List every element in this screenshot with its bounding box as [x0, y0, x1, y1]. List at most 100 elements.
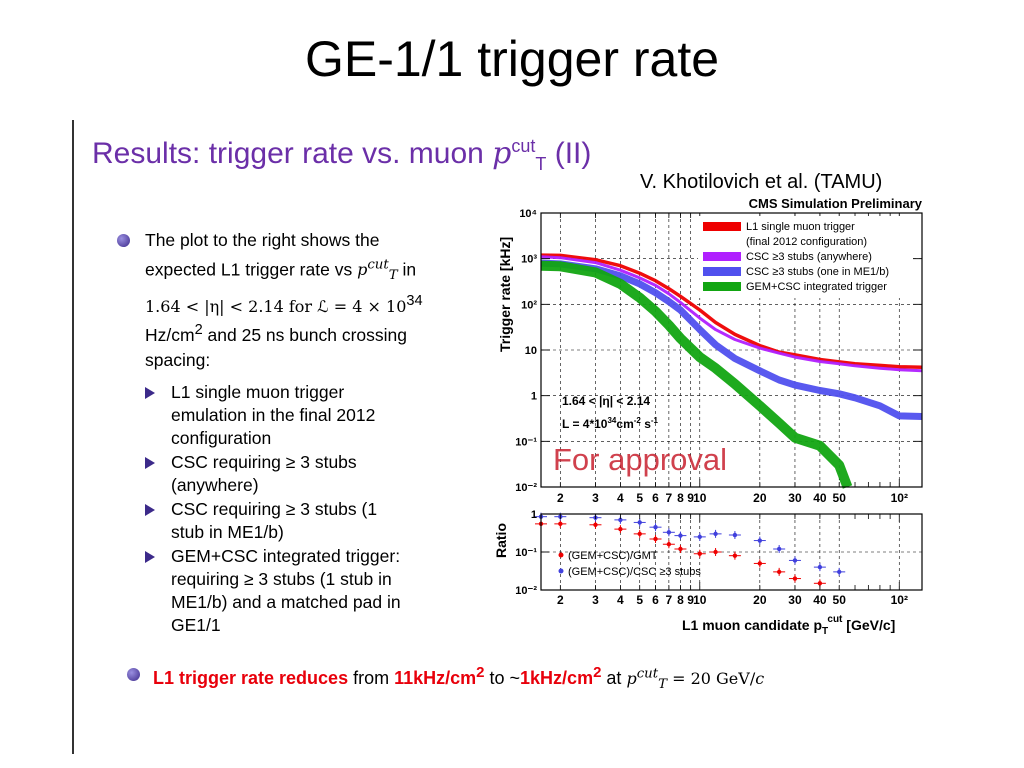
lumi-sup2: -2 — [634, 416, 642, 425]
ratio-point — [792, 558, 798, 563]
subtitle-sub: T — [535, 154, 547, 174]
x-tick-label: 5 — [636, 491, 643, 505]
legend-label-csc-me1b: CSC ≥3 stubs (one in ME1/b) — [746, 266, 889, 278]
vertical-divider — [72, 120, 74, 754]
ratio-y-tick-label: 10⁻² — [515, 585, 537, 597]
ratio-point — [757, 538, 763, 543]
x-axis-label-unit: [GeV/c] — [842, 617, 895, 633]
main-bullet: The plot to the right shows the expected… — [117, 228, 462, 373]
eta-range: 1.64 < |η| < 2.14 for ℒ = 4 × 10 — [145, 296, 407, 316]
subtitle-suffix: (II) — [546, 137, 592, 170]
ratio-point — [817, 581, 823, 586]
sub-bullet-line: L1 single muon trigger — [171, 382, 345, 403]
x-tick-label: 9 — [687, 491, 694, 505]
series-line — [540, 259, 923, 420]
x-tick-label: 50 — [833, 491, 847, 505]
ratio-point — [653, 536, 658, 542]
chart-frame — [540, 212, 923, 591]
ratio-legend-marker-csc — [558, 568, 564, 574]
x-tick-label: 8 — [677, 491, 684, 505]
x-tick-label: 30 — [788, 491, 802, 505]
sub-bullet-line: ME1/b) and a matched pad in — [171, 592, 401, 613]
ptcut-sup: cut — [636, 666, 659, 682]
ratio-point — [817, 564, 823, 570]
x-tick-label: 40 — [813, 491, 827, 505]
sub-bullet-line: requiring ≥ 3 stubs (1 stub in — [171, 569, 392, 590]
legend-label-gem: GEM+CSC integrated trigger — [746, 281, 887, 293]
lumi-sup3: -1 — [651, 416, 659, 425]
ratio-point — [697, 534, 702, 540]
speed-of-light: c — [755, 669, 765, 688]
y-axis-label: Trigger rate [kHz] — [497, 237, 513, 352]
sub-bullet-line: (anywhere) — [171, 475, 259, 496]
threshold-value: = 20 GeV/ — [666, 669, 756, 688]
ratio-point — [666, 542, 672, 547]
x-tick-label: 3 — [592, 491, 599, 505]
bullet-text: expected L1 trigger rate vs — [145, 259, 358, 280]
sub-bullet-line: configuration — [171, 428, 272, 449]
ratio-x-tick-label: 10 — [693, 593, 707, 607]
lumi-c: s — [641, 417, 651, 431]
rate-after: 1kHz/cm — [520, 668, 594, 688]
sub-bullet-list: L1 single muon trigger emulation in the … — [117, 381, 462, 637]
bullet-line: 1.64 < |η| < 2.14 for ℒ = 4 × 1034 — [145, 289, 462, 319]
ratio-point — [776, 569, 782, 575]
sub-bullet: CSC requiring ≥ 3 stubs (1 stub in ME1/b… — [117, 498, 462, 544]
ratio-x-tick-label: 5 — [636, 593, 643, 607]
legend-swatch-gem — [703, 282, 741, 291]
y-tick-label: 10⁻¹ — [515, 436, 537, 448]
ratio-point — [618, 517, 623, 523]
chart-ticks: 22334455667788991010202030304040505010²1… — [515, 208, 922, 607]
ptcut-sup: cut — [367, 258, 389, 273]
ratio-y-tick-label: 1 — [531, 509, 537, 521]
rate-before-sup: 2 — [476, 664, 485, 681]
conclusion-plain: to ~ — [484, 668, 521, 688]
triangle-bullet-icon — [145, 551, 155, 564]
triangle-bullet-icon — [145, 387, 155, 400]
bullet-line: spacing: — [145, 350, 211, 371]
ratio-x-tick-label: 7 — [666, 593, 673, 607]
conclusion-text: L1 trigger rate reduces from 11kHz/cm2 t… — [127, 664, 765, 692]
y-tick-label: 1 — [531, 391, 537, 403]
ratio-legend: (GEM+CSC)/GMT (GEM+CSC)/CSC ≥3 stubs — [558, 550, 701, 578]
series-line — [540, 260, 853, 489]
ratio-point — [837, 569, 842, 575]
ratio-x-tick-label: 3 — [592, 593, 599, 607]
x-tick-label: 7 — [666, 491, 673, 505]
ratio-axis-label: Ratio — [493, 523, 509, 558]
ratio-x-tick-label: 4 — [617, 593, 624, 607]
ratio-point — [678, 533, 683, 538]
x-tick-label: 2 — [557, 491, 564, 505]
ratio-point — [678, 546, 683, 552]
ratio-point — [558, 521, 563, 527]
author-credit: V. Khotilovich et al. (TAMU) — [640, 171, 883, 193]
triangle-bullet-icon — [145, 504, 155, 517]
conclusion-plain: from — [348, 668, 395, 688]
ratio-panel-frame — [540, 513, 923, 591]
subtitle-p: p — [492, 136, 512, 171]
ratio-point — [637, 520, 642, 525]
sub-bullet: CSC requiring ≥ 3 stubs (anywhere) — [117, 451, 462, 497]
legend-label-l1: L1 single muon trigger — [746, 221, 855, 233]
results-subtitle: Results: trigger rate vs. muon pcutT (II… — [92, 136, 591, 175]
x-axis-label-sup: cut — [827, 614, 843, 625]
ratio-x-tick-label: 30 — [788, 593, 802, 607]
ratio-legend-marker-gmt — [558, 552, 564, 558]
bullet-dot-icon — [117, 234, 130, 247]
legend-label-l1-config: (final 2012 configuration) — [746, 236, 867, 248]
lumi-sup1: 34 — [607, 416, 616, 425]
ratio-point — [538, 521, 544, 527]
ratio-point — [757, 561, 763, 566]
lumi-a: L = 4*10 — [562, 417, 608, 431]
bullet-list: The plot to the right shows the expected… — [117, 228, 462, 638]
ratio-point — [558, 514, 563, 519]
ratio-point — [732, 553, 738, 558]
ratio-legend-label-gmt: (GEM+CSC)/GMT — [568, 550, 658, 562]
bullet-line: The plot to the right shows the — [145, 230, 380, 250]
lumi-exponent: 34 — [406, 292, 423, 309]
legend-swatch-csc — [703, 252, 741, 261]
ratio-point — [618, 526, 623, 532]
legend-swatch-csc-me1b — [703, 267, 741, 276]
x-axis-label-main: L1 muon candidate p — [682, 617, 822, 633]
bullet-text: in — [397, 259, 417, 280]
